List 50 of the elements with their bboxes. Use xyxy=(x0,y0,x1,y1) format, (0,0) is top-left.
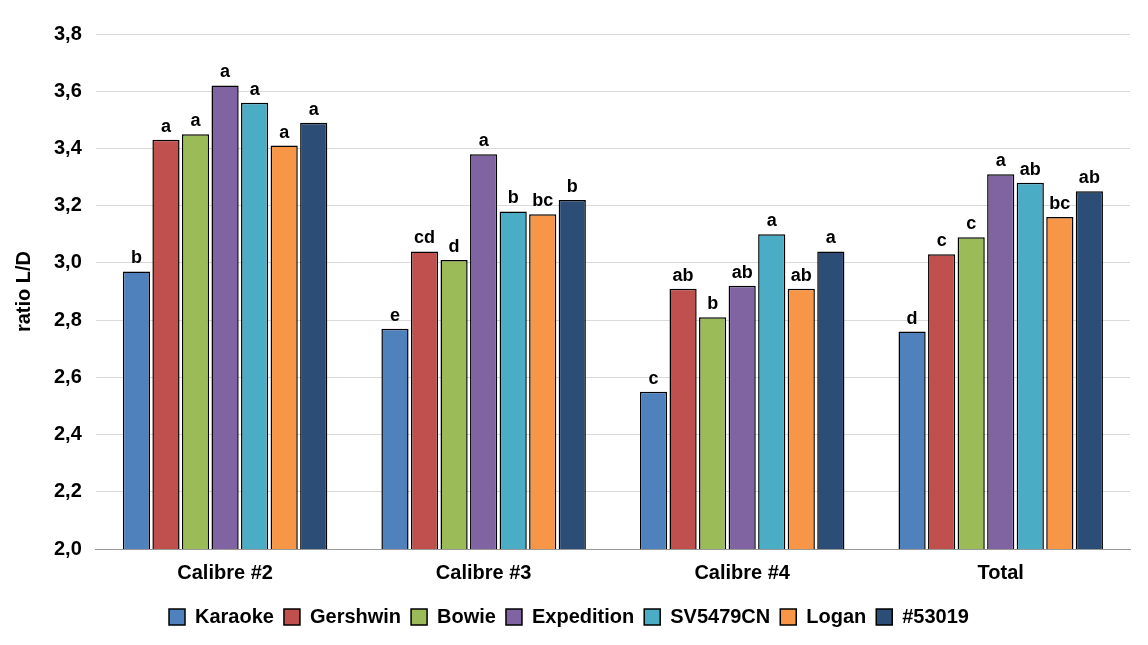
legend-label: Gershwin xyxy=(309,604,402,627)
y-tick-label: 2,0 xyxy=(53,536,82,559)
data-label: bc xyxy=(532,190,554,211)
data-label: a xyxy=(995,150,1007,171)
data-label: ab xyxy=(672,264,694,285)
data-label: ab xyxy=(731,261,753,282)
data-label: b xyxy=(130,247,142,268)
data-label: e xyxy=(389,304,400,325)
data-label: d xyxy=(906,307,918,328)
y-tick-label: 3,0 xyxy=(53,250,82,273)
data-label: ab xyxy=(1078,167,1100,188)
y-tick-label: 3,4 xyxy=(53,135,83,158)
data-label: a xyxy=(279,121,291,142)
x-tick-label: Total xyxy=(977,560,1024,583)
data-label: c xyxy=(966,213,977,234)
x-tick-label: Calibre #2 xyxy=(177,560,273,583)
data-label: a xyxy=(190,110,202,131)
legend-label: #53019 xyxy=(902,604,969,627)
data-label: c xyxy=(648,367,659,388)
legend-label: Karaoke xyxy=(195,604,274,627)
y-tick-label: 2,6 xyxy=(53,364,82,387)
data-label: c xyxy=(936,230,947,251)
data-label: d xyxy=(448,236,460,256)
data-label: a xyxy=(825,227,837,248)
data-label: bc xyxy=(1049,193,1071,214)
legend-label: Bowie xyxy=(437,604,496,627)
data-label: a xyxy=(160,115,172,136)
data-label: ab xyxy=(1019,158,1041,179)
data-label: a xyxy=(766,210,778,231)
data-label: b xyxy=(707,293,719,314)
y-tick-label: 3,2 xyxy=(53,193,82,216)
y-tick-label: 3,6 xyxy=(53,78,82,101)
legend-label: Expedition xyxy=(531,604,635,627)
data-label: a xyxy=(308,98,320,119)
data-label: a xyxy=(478,130,490,151)
data-label: b xyxy=(566,175,578,196)
x-tick-label: Calibre #3 xyxy=(435,560,532,583)
data-label: ab xyxy=(790,264,812,285)
y-tick-label: 2,8 xyxy=(53,307,82,330)
data-label: cd xyxy=(414,227,436,248)
y-tick-label: 2,2 xyxy=(53,479,82,502)
y-axis-title: ratio L/D xyxy=(11,250,34,333)
y-tick-label: 2,4 xyxy=(53,422,83,445)
legend-label: Logan xyxy=(806,604,867,627)
data-label: b xyxy=(507,187,519,208)
data-label: a xyxy=(220,61,232,82)
legend-label: SV5479CN xyxy=(670,604,771,627)
x-tick-label: Calibre #4 xyxy=(694,560,791,583)
data-label: a xyxy=(249,78,261,99)
y-tick-label: 3,8 xyxy=(53,21,82,44)
